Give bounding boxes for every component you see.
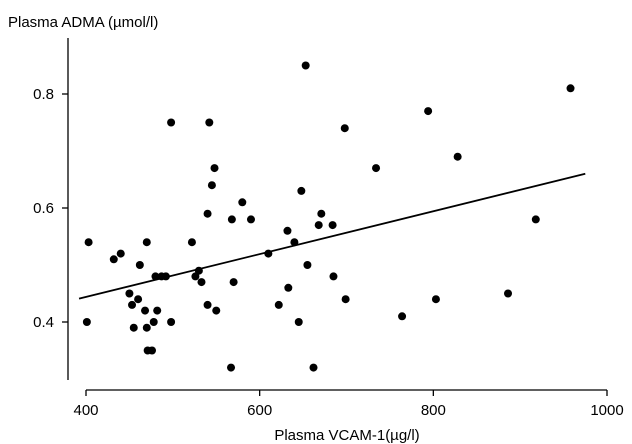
data-point: [134, 295, 143, 304]
data-point: [238, 198, 247, 207]
data-point: [340, 124, 349, 133]
data-point: [453, 152, 462, 161]
data-point: [205, 118, 214, 127]
data-point: [294, 318, 303, 326]
data-point: [264, 249, 273, 258]
data-point: [84, 238, 93, 247]
data-point: [135, 261, 144, 269]
data-point: [109, 255, 118, 264]
data-point: [125, 289, 134, 298]
data-point: [142, 238, 151, 247]
data-point: [227, 363, 236, 372]
data-point: [328, 221, 337, 230]
data-point: [301, 61, 310, 70]
data-point: [161, 272, 170, 281]
data-point: [212, 306, 221, 315]
data-point: [504, 289, 513, 298]
data-point: [229, 278, 238, 287]
x-tick-label: 400: [73, 402, 98, 419]
data-point: [151, 272, 160, 281]
data-point: [147, 346, 156, 355]
data-point: [167, 118, 176, 127]
data-point: [203, 300, 212, 309]
data-point: [194, 266, 203, 275]
data-point: [149, 318, 158, 326]
data-points: [82, 61, 575, 372]
data-point: [82, 318, 91, 326]
data-point: [153, 306, 162, 315]
data-point: [129, 323, 138, 332]
x-tick-label: 800: [421, 402, 446, 419]
data-point: [372, 164, 381, 173]
data-point: [141, 306, 150, 315]
y-tick-label: 0.4: [33, 314, 54, 331]
data-point: [210, 164, 219, 173]
data-point: [297, 186, 306, 195]
data-point: [317, 209, 326, 218]
data-point: [284, 283, 293, 292]
data-point: [314, 221, 323, 230]
data-point: [431, 295, 440, 304]
data-point: [309, 363, 318, 372]
data-point: [303, 261, 312, 269]
data-point: [128, 300, 137, 309]
x-axis-ticks: 400 600 800 1000: [73, 390, 624, 419]
data-point: [424, 107, 433, 116]
data-point: [207, 181, 216, 190]
data-point: [227, 215, 236, 224]
data-point: [246, 215, 255, 224]
y-tick-label: 0.8: [33, 86, 54, 103]
y-tick-label: 0.6: [33, 200, 54, 217]
data-point: [531, 215, 540, 224]
y-axis-ticks: 0.4 0.6 0.8: [33, 86, 68, 331]
data-point: [167, 318, 176, 326]
data-point: [203, 209, 212, 218]
data-point: [290, 238, 299, 247]
data-point: [341, 295, 350, 304]
x-axis-title: Plasma VCAM-1(µg/l): [274, 427, 419, 444]
data-point: [329, 272, 338, 281]
data-point: [142, 323, 151, 332]
x-tick-label: 1000: [590, 402, 623, 419]
data-point: [197, 278, 206, 287]
data-point: [187, 238, 196, 247]
data-point: [116, 249, 125, 258]
data-point: [566, 84, 575, 93]
data-point: [398, 312, 407, 321]
y-axis-title: Plasma ADMA (µmol/l): [8, 14, 158, 31]
x-tick-label: 600: [247, 402, 272, 419]
data-point: [274, 300, 283, 309]
data-point: [283, 226, 292, 235]
